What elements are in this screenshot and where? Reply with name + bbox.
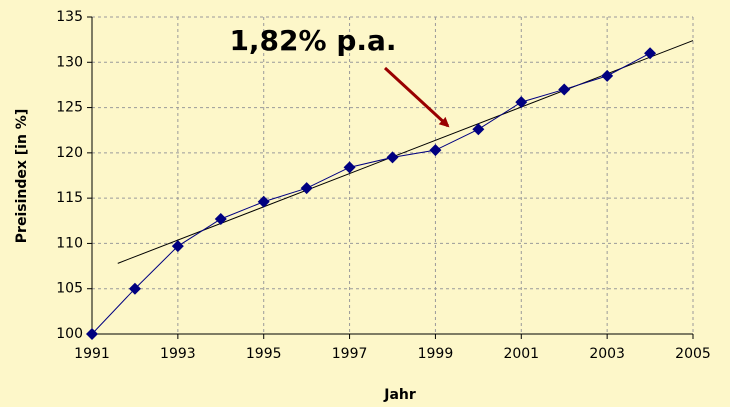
data-point	[214, 212, 227, 225]
y-tick-label: 135	[56, 9, 83, 25]
data-point	[644, 47, 657, 60]
x-tick-label: 1999	[418, 346, 454, 362]
data-point	[343, 161, 356, 174]
trendline	[117, 40, 694, 264]
x-tick-label: 1993	[160, 346, 196, 362]
y-tick-label: 125	[56, 100, 83, 116]
data-point	[601, 69, 614, 82]
data-point	[515, 96, 528, 109]
annotation-arrow	[383, 66, 450, 128]
x-tick-label: 1991	[74, 346, 110, 362]
data-point	[558, 83, 571, 96]
y-tick-label: 110	[56, 235, 83, 251]
annotation: 1,82% p.a.	[229, 24, 396, 57]
data-point	[386, 151, 399, 164]
data-point	[86, 328, 98, 340]
x-tick-label: 1997	[332, 346, 368, 362]
x-axis-label: Jahr	[383, 387, 416, 403]
y-tick-label: 130	[56, 54, 83, 70]
y-axis-label: Preisindex [in %]	[14, 109, 30, 243]
x-tick-label: 2001	[503, 346, 539, 362]
data-point	[472, 123, 485, 136]
data-line	[91, 52, 651, 335]
data-point	[257, 195, 270, 208]
x-tick-label: 2003	[589, 346, 625, 362]
data-point	[429, 144, 442, 157]
y-tick-label: 100	[56, 326, 83, 342]
y-tick-label: 115	[56, 190, 83, 206]
x-tick-label: 2005	[675, 346, 711, 362]
y-tick-label: 120	[56, 145, 83, 161]
data-point	[300, 182, 313, 195]
data-point	[171, 240, 184, 253]
data-point	[128, 282, 141, 295]
x-tick-label: 1995	[246, 346, 282, 362]
y-tick-label: 105	[56, 281, 83, 297]
